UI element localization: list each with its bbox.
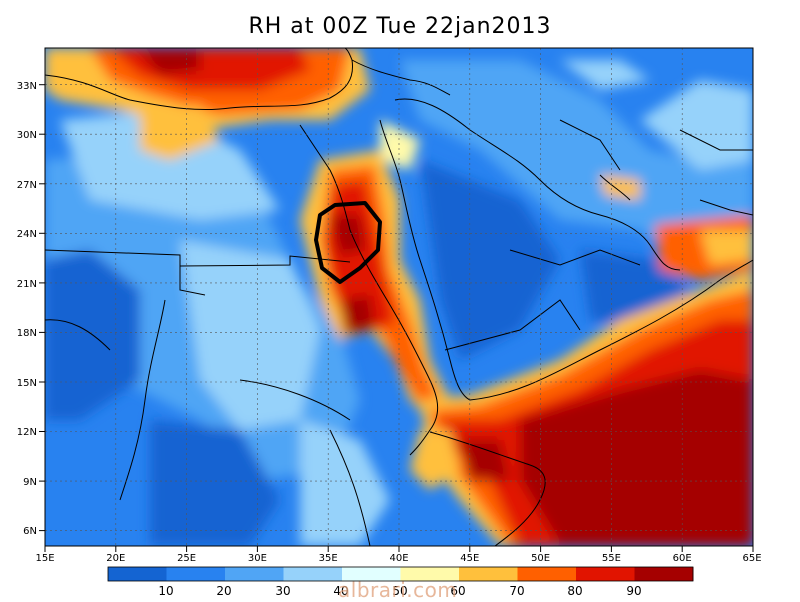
- rh-field: [45, 48, 753, 546]
- lon-label: 15E: [35, 553, 54, 564]
- lat-label: 12N: [17, 427, 37, 438]
- lat-label: 33N: [17, 81, 37, 92]
- lat-label: 18N: [17, 328, 37, 339]
- lat-label: 15N: [17, 378, 37, 389]
- colorbar-swatch: [634, 567, 694, 581]
- lon-label: 30E: [248, 553, 267, 564]
- colorbar-swatch: [576, 567, 635, 581]
- colorbar-swatch: [166, 567, 226, 581]
- colorbar-swatch: [108, 567, 167, 581]
- colorbar-swatch: [225, 567, 284, 581]
- lon-label: 40E: [389, 553, 408, 564]
- lat-label: 6N: [23, 526, 37, 537]
- highlight-marker: [314, 201, 382, 284]
- graticule: [45, 48, 753, 546]
- tick-marks: [39, 84, 754, 552]
- colorbar-swatch: [283, 567, 343, 581]
- lon-label: 50E: [531, 553, 550, 564]
- lat-label: 21N: [17, 279, 37, 290]
- lat-label: 9N: [23, 477, 37, 488]
- lon-label: 45E: [460, 553, 479, 564]
- lat-labels: 6N 9N 12N 15N 18N 21N 24N 27N 30N 33N: [17, 81, 37, 537]
- colorbar-swatch: [517, 567, 577, 581]
- lat-label: 27N: [17, 180, 37, 191]
- lon-label: 60E: [673, 553, 692, 564]
- colorbar-border: [107, 566, 694, 582]
- colorbar-swatch: [400, 567, 460, 581]
- colorbar-swatch: [342, 567, 401, 581]
- coastlines: [45, 48, 753, 546]
- lat-label: 30N: [17, 130, 37, 141]
- colorbar-label: 50: [392, 584, 408, 598]
- colorbar-label: 40: [333, 584, 349, 598]
- lon-label: 25E: [177, 553, 196, 564]
- lon-label: 20E: [106, 553, 125, 564]
- lon-labels: 15E 20E 25E 30E 35E 40E 45E 50E 55E 60E …: [35, 553, 761, 564]
- colorbar-label: 20: [216, 584, 232, 598]
- watermark: albrari.com: [338, 578, 458, 602]
- colorbar-label: 80: [567, 584, 583, 598]
- lat-label: 24N: [17, 229, 37, 240]
- lon-label: 65E: [742, 553, 761, 564]
- colorbar-label: 10: [158, 584, 174, 598]
- colorbar-label: 30: [275, 584, 291, 598]
- colorbar-label: 90: [626, 584, 642, 598]
- colorbar: [107, 566, 694, 582]
- lon-label: 55E: [602, 553, 621, 564]
- map-title: RH at 00Z Tue 22jan2013: [248, 14, 552, 39]
- colorbar-label: 70: [509, 584, 525, 598]
- colorbar-swatch: [459, 567, 518, 581]
- lon-label: 35E: [319, 553, 338, 564]
- colorbar-label: 60: [450, 584, 466, 598]
